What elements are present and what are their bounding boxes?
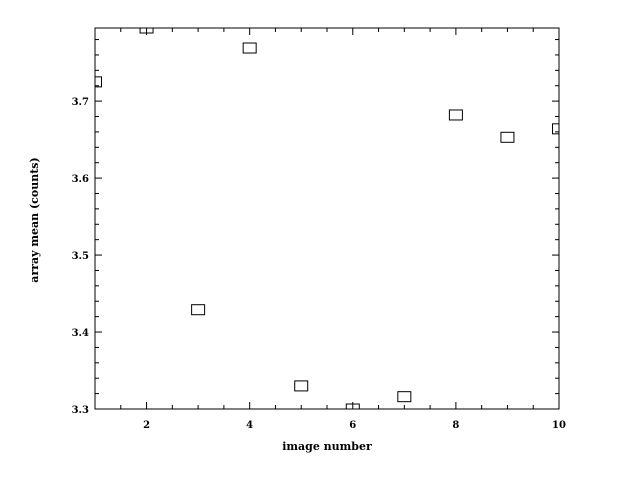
data-point-marker <box>242 42 257 54</box>
x-axis-label: image number <box>282 440 372 453</box>
data-point-marker <box>191 304 206 316</box>
x-tick-label: 10 <box>552 420 566 431</box>
y-tick-label: 3.5 <box>72 251 89 262</box>
data-point-marker <box>448 109 463 121</box>
y-tick-label: 3.3 <box>72 405 89 416</box>
data-points <box>95 28 559 409</box>
data-point-marker <box>139 28 154 34</box>
axis-ticks <box>94 28 560 410</box>
data-point-marker <box>345 403 360 409</box>
x-tick-label: 2 <box>143 420 150 431</box>
x-tick-label: 4 <box>246 420 253 431</box>
x-tick-label: 8 <box>452 420 459 431</box>
data-point-marker <box>552 123 559 135</box>
y-tick-label: 3.4 <box>72 328 89 339</box>
data-point-marker <box>397 391 412 403</box>
data-point-marker <box>95 76 102 88</box>
y-axis-label: array mean (counts) <box>28 157 41 282</box>
y-tick-label: 3.7 <box>72 97 89 108</box>
axis-tick-labels: 2 4 6 8 10 3.3 3.4 3.5 3.6 3.7 <box>72 97 566 431</box>
x-tick-label: 6 <box>349 420 356 431</box>
data-point-marker <box>500 131 515 143</box>
y-tick-label: 3.6 <box>72 174 89 185</box>
data-point-marker <box>294 380 309 392</box>
plot-frame <box>94 27 560 410</box>
